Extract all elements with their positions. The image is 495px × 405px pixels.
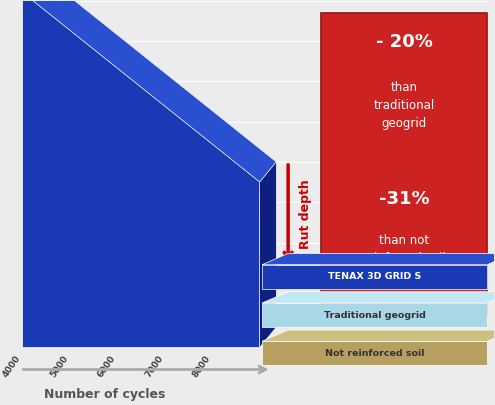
Text: 4000: 4000	[1, 354, 23, 379]
Text: 5000: 5000	[49, 354, 70, 379]
Text: Not reinforced soil: Not reinforced soil	[325, 349, 424, 358]
Polygon shape	[23, 13, 276, 303]
Polygon shape	[23, 0, 276, 182]
Polygon shape	[262, 265, 487, 289]
Polygon shape	[23, 0, 260, 347]
Text: 8000: 8000	[191, 354, 212, 379]
Text: than not
reinforced soil: than not reinforced soil	[362, 234, 446, 266]
Polygon shape	[262, 303, 487, 327]
Text: 6000: 6000	[96, 354, 117, 379]
Polygon shape	[262, 341, 487, 365]
Polygon shape	[262, 254, 495, 265]
Polygon shape	[23, 17, 260, 347]
Text: -31%: -31%	[379, 190, 430, 208]
Text: - 20%: - 20%	[376, 33, 433, 51]
Polygon shape	[260, 283, 276, 347]
Polygon shape	[260, 162, 276, 347]
Polygon shape	[262, 330, 495, 341]
Polygon shape	[23, 0, 276, 263]
Text: than
traditional
geogrid: than traditional geogrid	[374, 81, 435, 130]
Text: TENAX 3D GRID S: TENAX 3D GRID S	[328, 272, 421, 281]
Polygon shape	[262, 292, 495, 303]
Polygon shape	[260, 243, 276, 347]
Polygon shape	[23, 33, 260, 347]
Text: 7000: 7000	[144, 354, 165, 379]
FancyBboxPatch shape	[321, 13, 487, 315]
Text: Number of cycles: Number of cycles	[44, 388, 165, 401]
Text: Rut depth: Rut depth	[298, 179, 311, 249]
Text: Traditional geogrid: Traditional geogrid	[324, 311, 426, 320]
